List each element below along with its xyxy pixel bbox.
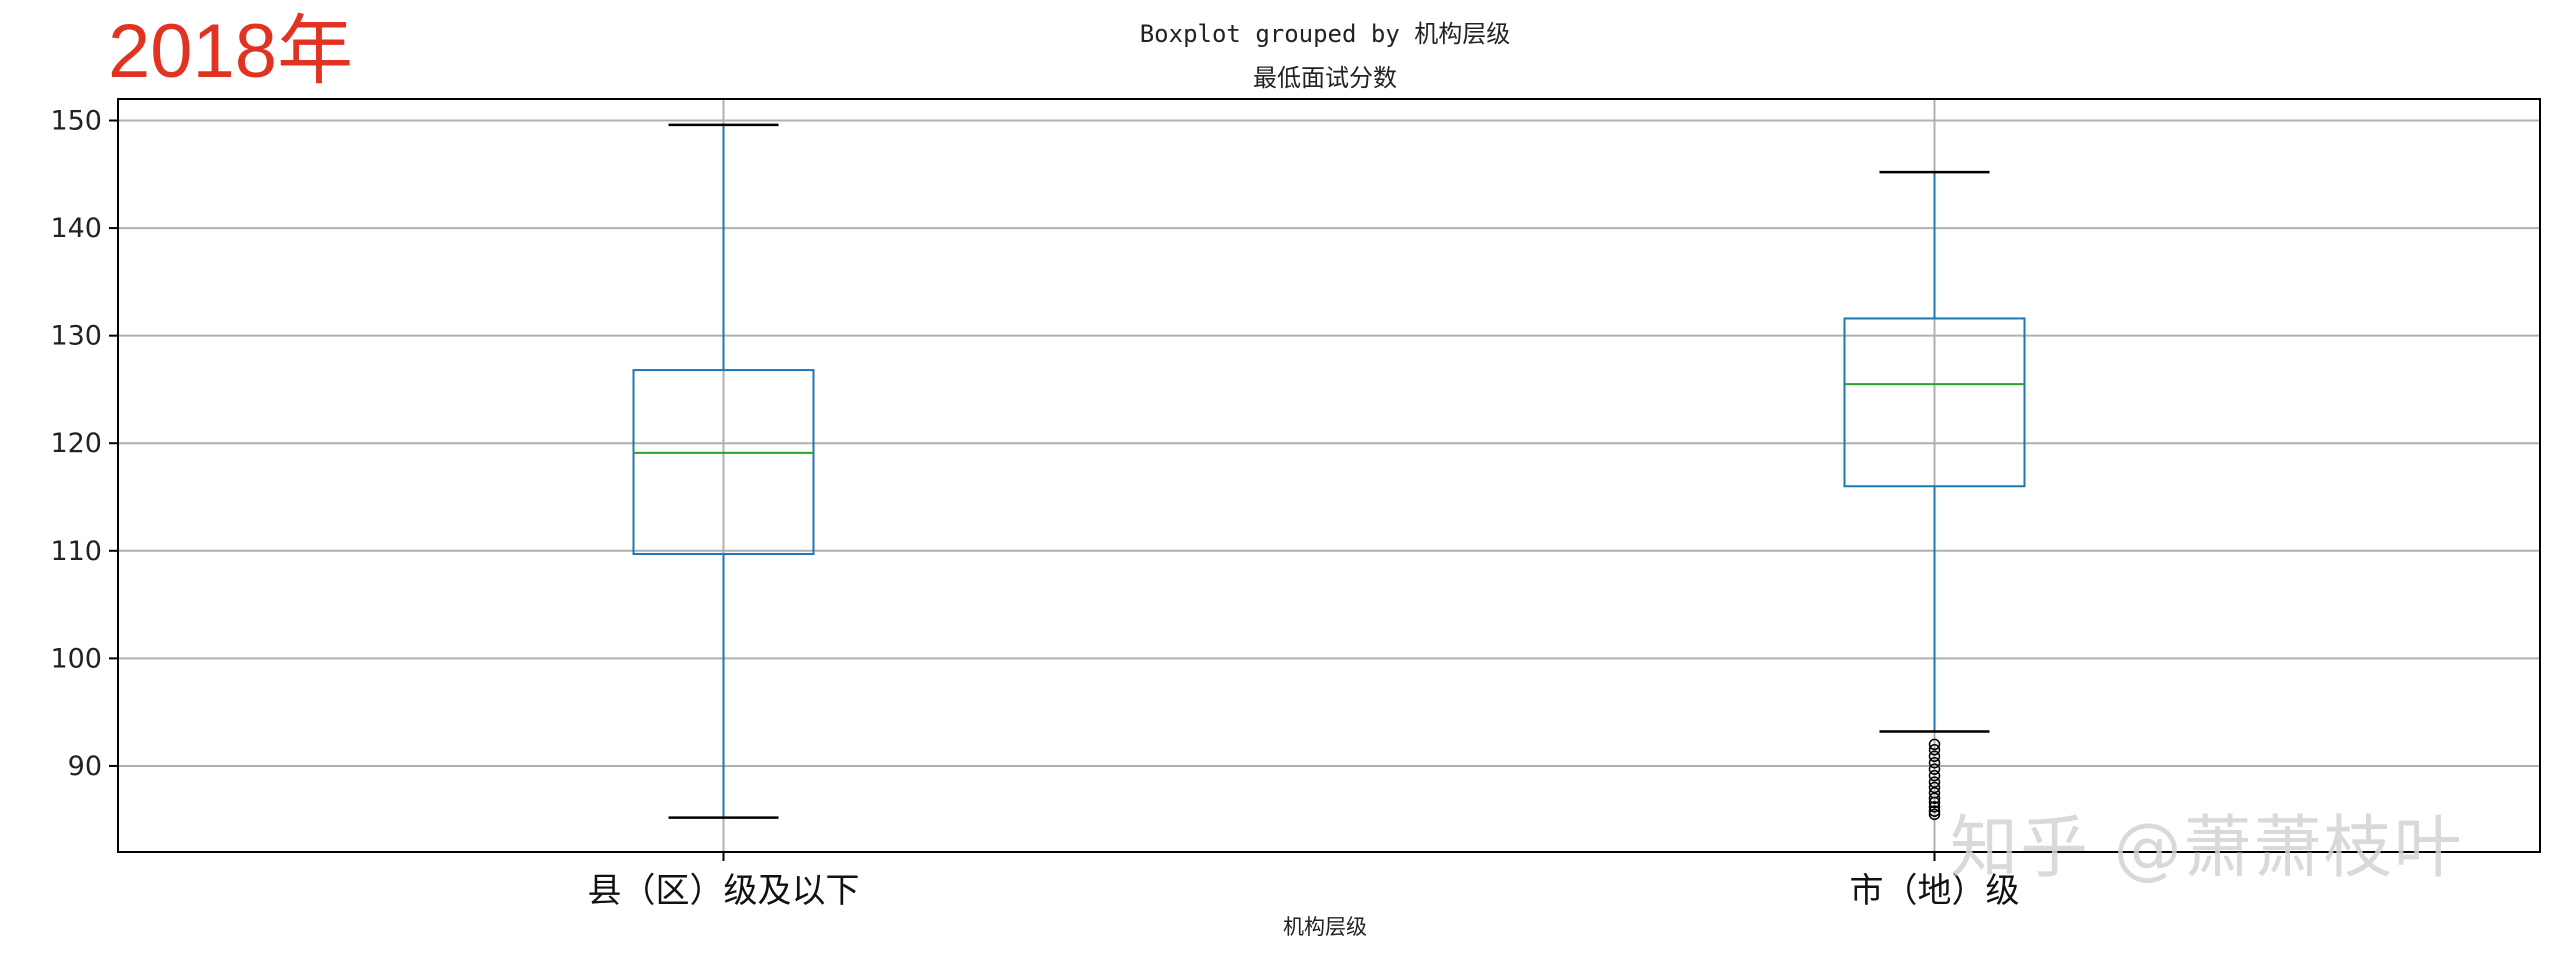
plot-frame: [117, 98, 2541, 853]
outlier-point: [1928, 801, 1941, 813]
year-label: 2018年: [108, 9, 354, 94]
outlier-point: [1928, 781, 1941, 794]
y-tick-label: 140: [50, 213, 102, 244]
outlier-point: [1928, 776, 1941, 788]
outlier-point: [1928, 750, 1941, 763]
y-tick-label: 90: [68, 751, 102, 782]
outlier-point: [1928, 738, 1941, 751]
outlier-point: [1928, 756, 1941, 769]
y-tick-label: 100: [50, 643, 102, 674]
x-axis-ticks: 县（区）级及以下 市（地）级: [588, 852, 2020, 911]
box-group: [632, 123, 2026, 821]
y-tick-label: 110: [50, 536, 102, 567]
watermark-text: 知乎 @萧萧枝叶: [1950, 809, 2464, 888]
iqr-box: [1843, 317, 2026, 488]
grid-lines: [118, 99, 2540, 852]
outlier-point: [1928, 763, 1941, 775]
chart-suptitle: Boxplot grouped by 机构层级: [1140, 20, 1511, 48]
box-2: [1843, 170, 2026, 821]
outlier-point: [1928, 808, 1941, 821]
outlier-point: [1928, 769, 1941, 782]
x-axis-label: 机构层级: [1283, 915, 1367, 939]
box-1: [632, 123, 815, 819]
x-tick-label: 县（区）级及以下: [588, 871, 860, 911]
outlier-point: [1928, 805, 1941, 817]
chart-title: 最低面试分数: [1253, 64, 1397, 92]
x-tick-label: 市（地）级: [1850, 871, 2020, 911]
iqr-box: [632, 369, 815, 556]
y-axis-ticks: 90 100 110 120 130 140 150: [50, 106, 118, 782]
outlier-point: [1928, 744, 1941, 756]
outlier-point: [1928, 792, 1941, 804]
y-tick-label: 150: [50, 106, 102, 137]
y-tick-label: 120: [50, 428, 102, 459]
outlier-point: [1928, 796, 1941, 809]
y-tick-label: 130: [50, 321, 102, 352]
